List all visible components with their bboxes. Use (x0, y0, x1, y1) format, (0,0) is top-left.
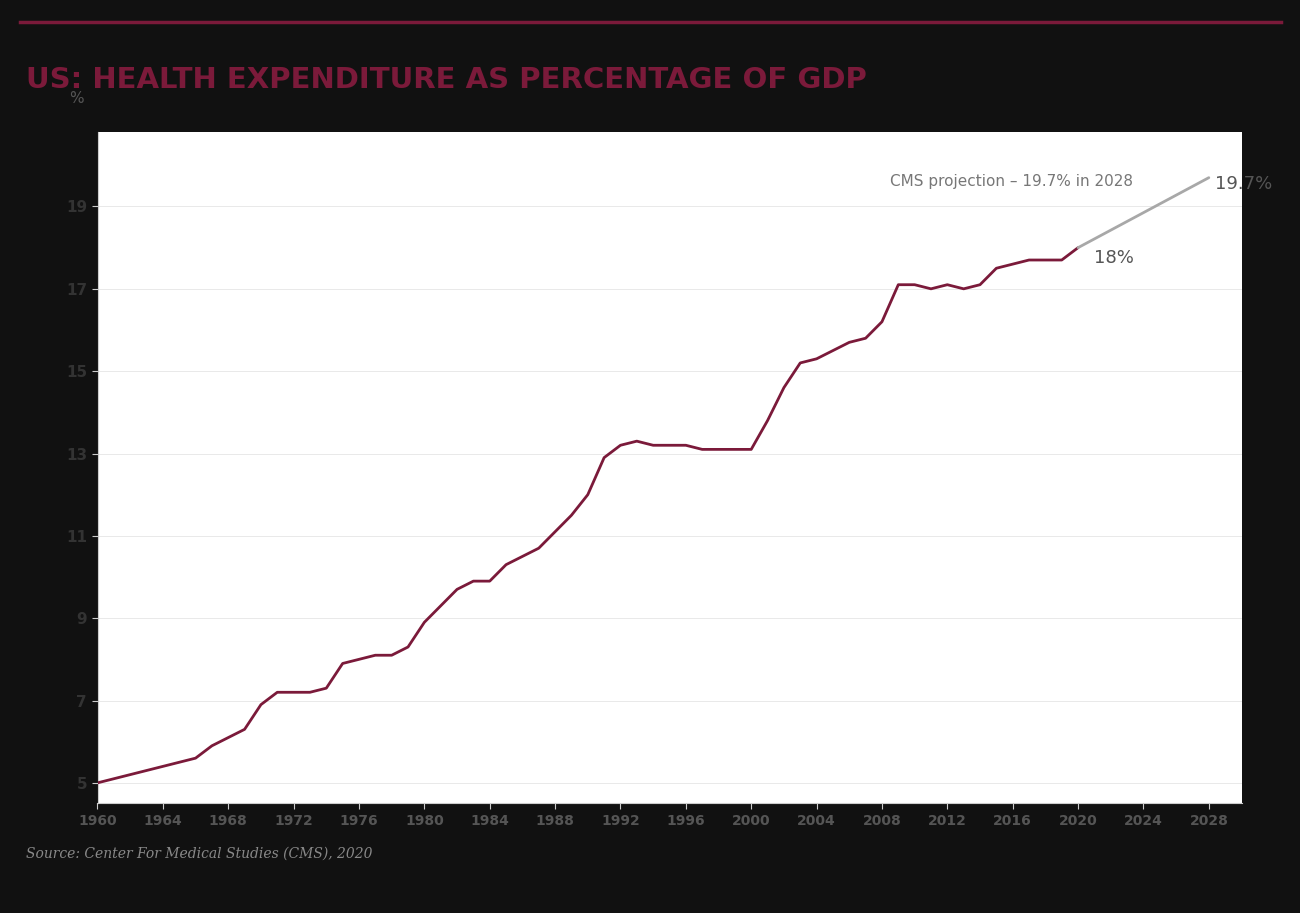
Text: US: HEALTH EXPENDITURE AS PERCENTAGE OF GDP: US: HEALTH EXPENDITURE AS PERCENTAGE OF … (26, 66, 867, 94)
Text: Source: Center For Medical Studies (CMS), 2020: Source: Center For Medical Studies (CMS)… (26, 846, 373, 861)
Text: %: % (69, 90, 83, 106)
Text: 19.7%: 19.7% (1216, 175, 1273, 193)
Text: 18%: 18% (1095, 249, 1135, 267)
Text: CMS projection – 19.7% in 2028: CMS projection – 19.7% in 2028 (891, 174, 1134, 189)
